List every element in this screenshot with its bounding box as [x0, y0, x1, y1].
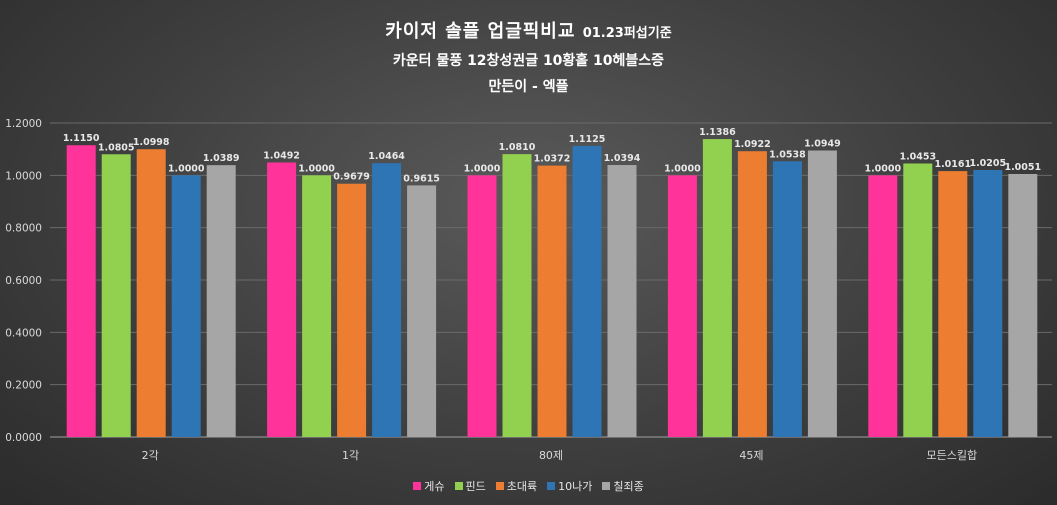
legend-swatch	[454, 482, 463, 490]
chart-legend: 게슈 핀드 초대륙 10나가 칠죄종	[0, 478, 1057, 494]
bar	[171, 175, 201, 438]
data-label: 1.0372	[534, 154, 571, 165]
data-label: 1.0492	[263, 150, 300, 161]
data-label: 1.0805	[98, 142, 135, 153]
bar	[537, 165, 567, 437]
bar	[667, 175, 697, 438]
bar	[1008, 173, 1038, 437]
legend-label: 초대륙	[506, 480, 538, 493]
bar	[136, 149, 166, 437]
data-label: 1.1125	[569, 134, 606, 145]
bar	[502, 154, 532, 437]
bar	[737, 151, 767, 437]
data-label: 1.0000	[298, 163, 335, 174]
y-tick-label: 1.0000	[5, 170, 42, 182]
bar	[101, 154, 131, 437]
legend-item: 핀드	[454, 478, 486, 494]
legend-label: 10나가	[558, 480, 593, 493]
legend-label: 게슈	[424, 480, 445, 493]
x-tick-label: 모든스킬합	[926, 449, 977, 462]
chart-title-main: 카이저 솔플 업글픽비교	[385, 21, 576, 42]
data-label: 1.0810	[499, 142, 536, 153]
bar	[772, 161, 802, 437]
data-label: 1.0000	[464, 163, 501, 174]
y-tick-label: 0.6000	[5, 275, 42, 287]
bar	[572, 145, 602, 438]
chart-title-suffix: 01.23퍼섭기준	[582, 26, 672, 41]
y-tick-label: 0.8000	[5, 223, 42, 235]
bar	[702, 139, 732, 437]
data-label: 1.0922	[734, 139, 771, 150]
bar	[467, 175, 497, 438]
bar	[607, 165, 637, 437]
x-tick-label: 80제	[539, 449, 563, 462]
chart-subtitle-2: 만든이 - 엑플	[488, 79, 569, 95]
data-label: 1.0453	[899, 151, 936, 162]
chart-subtitle-1: 카운터 물풍 12창성권글 10황홀 10헤블스증	[392, 53, 665, 69]
legend-label: 핀드	[465, 480, 486, 493]
bar	[807, 150, 837, 437]
data-label: 1.0161	[934, 159, 971, 170]
data-label: 1.0394	[604, 153, 641, 164]
bar	[267, 162, 297, 437]
y-tick-label: 0.2000	[5, 380, 42, 392]
data-label: 1.0205	[969, 158, 1006, 169]
x-tick-label: 45제	[739, 449, 763, 462]
bar	[973, 169, 1003, 437]
data-label: 1.1386	[699, 127, 736, 138]
legend-label: 칠죄종	[613, 480, 644, 493]
data-label: 1.0051	[1004, 162, 1041, 173]
data-label: 1.0000	[168, 163, 205, 174]
legend-item: 초대륙	[495, 478, 538, 494]
bar	[206, 165, 236, 438]
bar	[903, 163, 933, 437]
y-tick-label: 0.4000	[5, 327, 42, 339]
data-label: 1.0464	[368, 151, 405, 162]
legend-swatch	[413, 482, 422, 490]
bar	[337, 183, 367, 437]
data-label: 1.0389	[203, 153, 240, 164]
data-label: 1.0000	[664, 163, 701, 174]
legend-item: 10나가	[547, 478, 592, 494]
x-tick-label: 2각	[142, 449, 159, 462]
legend-swatch	[547, 482, 556, 490]
data-label: 1.1150	[63, 133, 100, 144]
legend-item: 게슈	[413, 478, 445, 494]
data-label: 1.0949	[804, 139, 841, 150]
data-label: 1.0538	[769, 149, 806, 160]
data-label: 1.0998	[133, 137, 170, 148]
y-tick-label: 1.2000	[5, 118, 42, 130]
data-label: 1.0000	[864, 163, 901, 174]
y-tick-label: 0.0000	[5, 432, 42, 444]
legend-item: 칠죄종	[602, 478, 644, 494]
bar	[372, 163, 402, 437]
legend-swatch	[495, 482, 504, 490]
data-label: 0.9615	[403, 173, 440, 184]
bar	[66, 145, 96, 437]
chart-title: 카이저 솔플 업글픽비교 01.23퍼섭기준	[0, 17, 1057, 43]
bar	[868, 175, 898, 438]
bar	[407, 185, 437, 437]
bar	[938, 171, 968, 438]
bar	[302, 175, 332, 438]
x-tick-label: 1각	[342, 449, 359, 462]
data-label: 0.9679	[333, 172, 370, 183]
legend-swatch	[602, 482, 611, 490]
